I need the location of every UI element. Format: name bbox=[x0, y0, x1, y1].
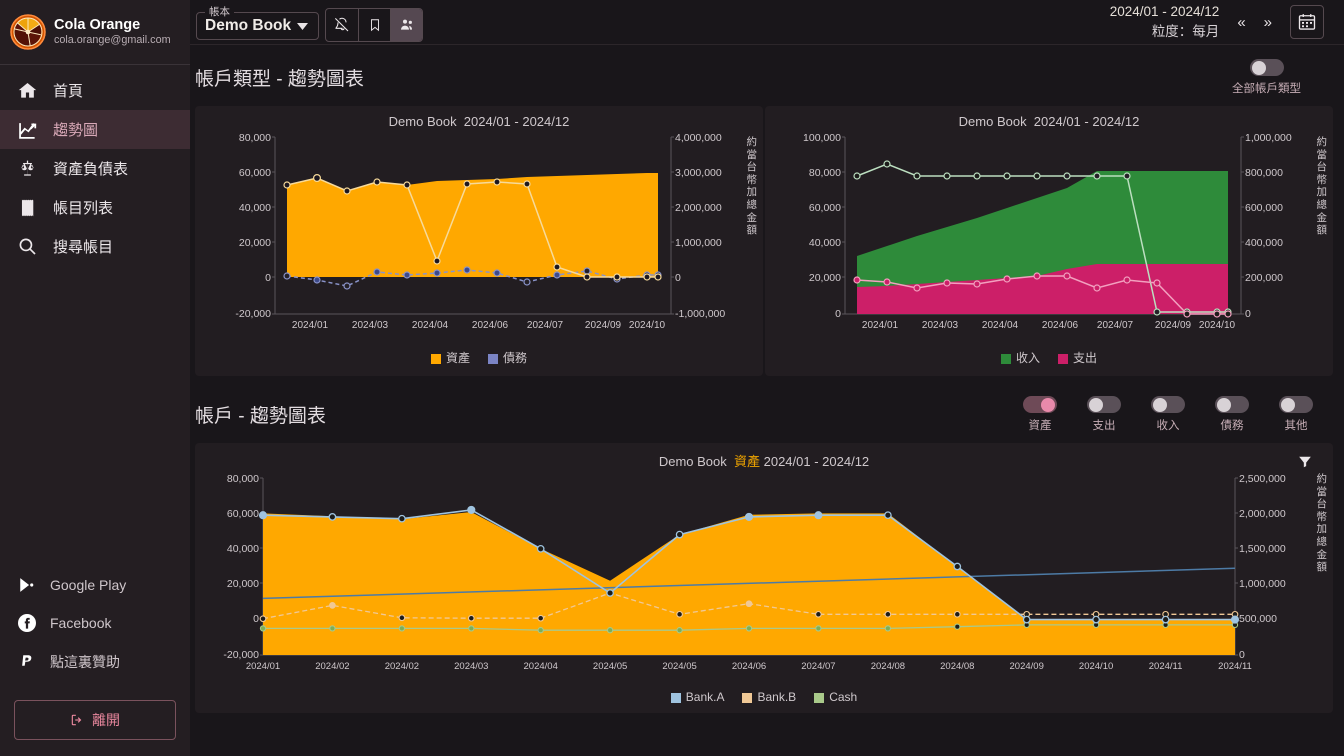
svg-text:2024/10: 2024/10 bbox=[1199, 320, 1236, 331]
svg-text:80,000: 80,000 bbox=[239, 132, 271, 144]
svg-text:2024/09: 2024/09 bbox=[1155, 320, 1192, 331]
svg-text:2024/02: 2024/02 bbox=[315, 661, 349, 672]
svg-text:2024/08: 2024/08 bbox=[871, 661, 905, 672]
svg-text:2024/10: 2024/10 bbox=[629, 320, 666, 331]
svg-text:2024/03: 2024/03 bbox=[922, 320, 959, 331]
svg-text:2024/01: 2024/01 bbox=[292, 320, 329, 331]
svg-text:2024/05: 2024/05 bbox=[662, 661, 696, 672]
svg-text:1,000,000: 1,000,000 bbox=[1245, 132, 1292, 144]
svg-text:80,000: 80,000 bbox=[809, 167, 841, 179]
svg-text:2024/01: 2024/01 bbox=[246, 661, 280, 672]
svg-text:1,000,000: 1,000,000 bbox=[1239, 578, 1286, 590]
svg-text:2024/06: 2024/06 bbox=[472, 320, 509, 331]
svg-text:20,000: 20,000 bbox=[227, 578, 259, 590]
svg-text:500,000: 500,000 bbox=[1239, 613, 1277, 625]
svg-text:20,000: 20,000 bbox=[239, 237, 271, 249]
svg-text:0: 0 bbox=[1245, 308, 1251, 320]
svg-text:2024/10: 2024/10 bbox=[1079, 661, 1113, 672]
svg-text:1,000,000: 1,000,000 bbox=[675, 237, 722, 249]
svg-text:-1,000,000: -1,000,000 bbox=[675, 308, 725, 320]
svg-text:2,500,000: 2,500,000 bbox=[1239, 473, 1286, 485]
svg-text:1,500,000: 1,500,000 bbox=[1239, 543, 1286, 555]
svg-text:2024/02: 2024/02 bbox=[385, 661, 419, 672]
svg-text:0: 0 bbox=[1239, 649, 1245, 661]
svg-text:40,000: 40,000 bbox=[809, 237, 841, 249]
svg-text:2024/04: 2024/04 bbox=[982, 320, 1019, 331]
svg-text:100,000: 100,000 bbox=[803, 132, 841, 144]
svg-text:2024/06: 2024/06 bbox=[732, 661, 766, 672]
svg-text:2024/09: 2024/09 bbox=[585, 320, 622, 331]
svg-text:2024/03: 2024/03 bbox=[454, 661, 488, 672]
svg-text:0: 0 bbox=[835, 308, 841, 320]
svg-text:2024/04: 2024/04 bbox=[412, 320, 449, 331]
svg-text:2024/11: 2024/11 bbox=[1149, 661, 1183, 672]
svg-text:2024/07: 2024/07 bbox=[801, 661, 835, 672]
svg-text:40,000: 40,000 bbox=[239, 202, 271, 214]
svg-text:2024/04: 2024/04 bbox=[524, 661, 558, 672]
svg-text:2024/07: 2024/07 bbox=[527, 320, 564, 331]
svg-text:2024/05: 2024/05 bbox=[593, 661, 627, 672]
svg-text:-20,000: -20,000 bbox=[235, 308, 271, 320]
svg-text:60,000: 60,000 bbox=[809, 202, 841, 214]
svg-text:2024/06: 2024/06 bbox=[1042, 320, 1079, 331]
svg-text:2024/11: 2024/11 bbox=[1218, 661, 1252, 672]
svg-text:2,000,000: 2,000,000 bbox=[1239, 508, 1286, 520]
svg-text:200,000: 200,000 bbox=[1245, 272, 1283, 284]
svg-text:3,000,000: 3,000,000 bbox=[675, 167, 722, 179]
svg-text:-20,000: -20,000 bbox=[223, 649, 259, 661]
svg-text:20,000: 20,000 bbox=[809, 272, 841, 284]
svg-text:2024/07: 2024/07 bbox=[1097, 320, 1134, 331]
svg-text:2024/08: 2024/08 bbox=[940, 661, 974, 672]
svg-text:80,000: 80,000 bbox=[227, 473, 259, 485]
svg-text:2,000,000: 2,000,000 bbox=[675, 202, 722, 214]
svg-text:60,000: 60,000 bbox=[239, 167, 271, 179]
svg-text:600,000: 600,000 bbox=[1245, 202, 1283, 214]
svg-text:800,000: 800,000 bbox=[1245, 167, 1283, 179]
svg-text:2024/03: 2024/03 bbox=[352, 320, 389, 331]
svg-text:2024/09: 2024/09 bbox=[1010, 661, 1044, 672]
svg-text:0: 0 bbox=[253, 613, 259, 625]
svg-text:0: 0 bbox=[265, 272, 271, 284]
svg-text:40,000: 40,000 bbox=[227, 543, 259, 555]
svg-text:60,000: 60,000 bbox=[227, 508, 259, 520]
svg-text:0: 0 bbox=[675, 272, 681, 284]
svg-text:2024/01: 2024/01 bbox=[862, 320, 899, 331]
svg-text:4,000,000: 4,000,000 bbox=[675, 132, 722, 144]
svg-text:400,000: 400,000 bbox=[1245, 237, 1283, 249]
